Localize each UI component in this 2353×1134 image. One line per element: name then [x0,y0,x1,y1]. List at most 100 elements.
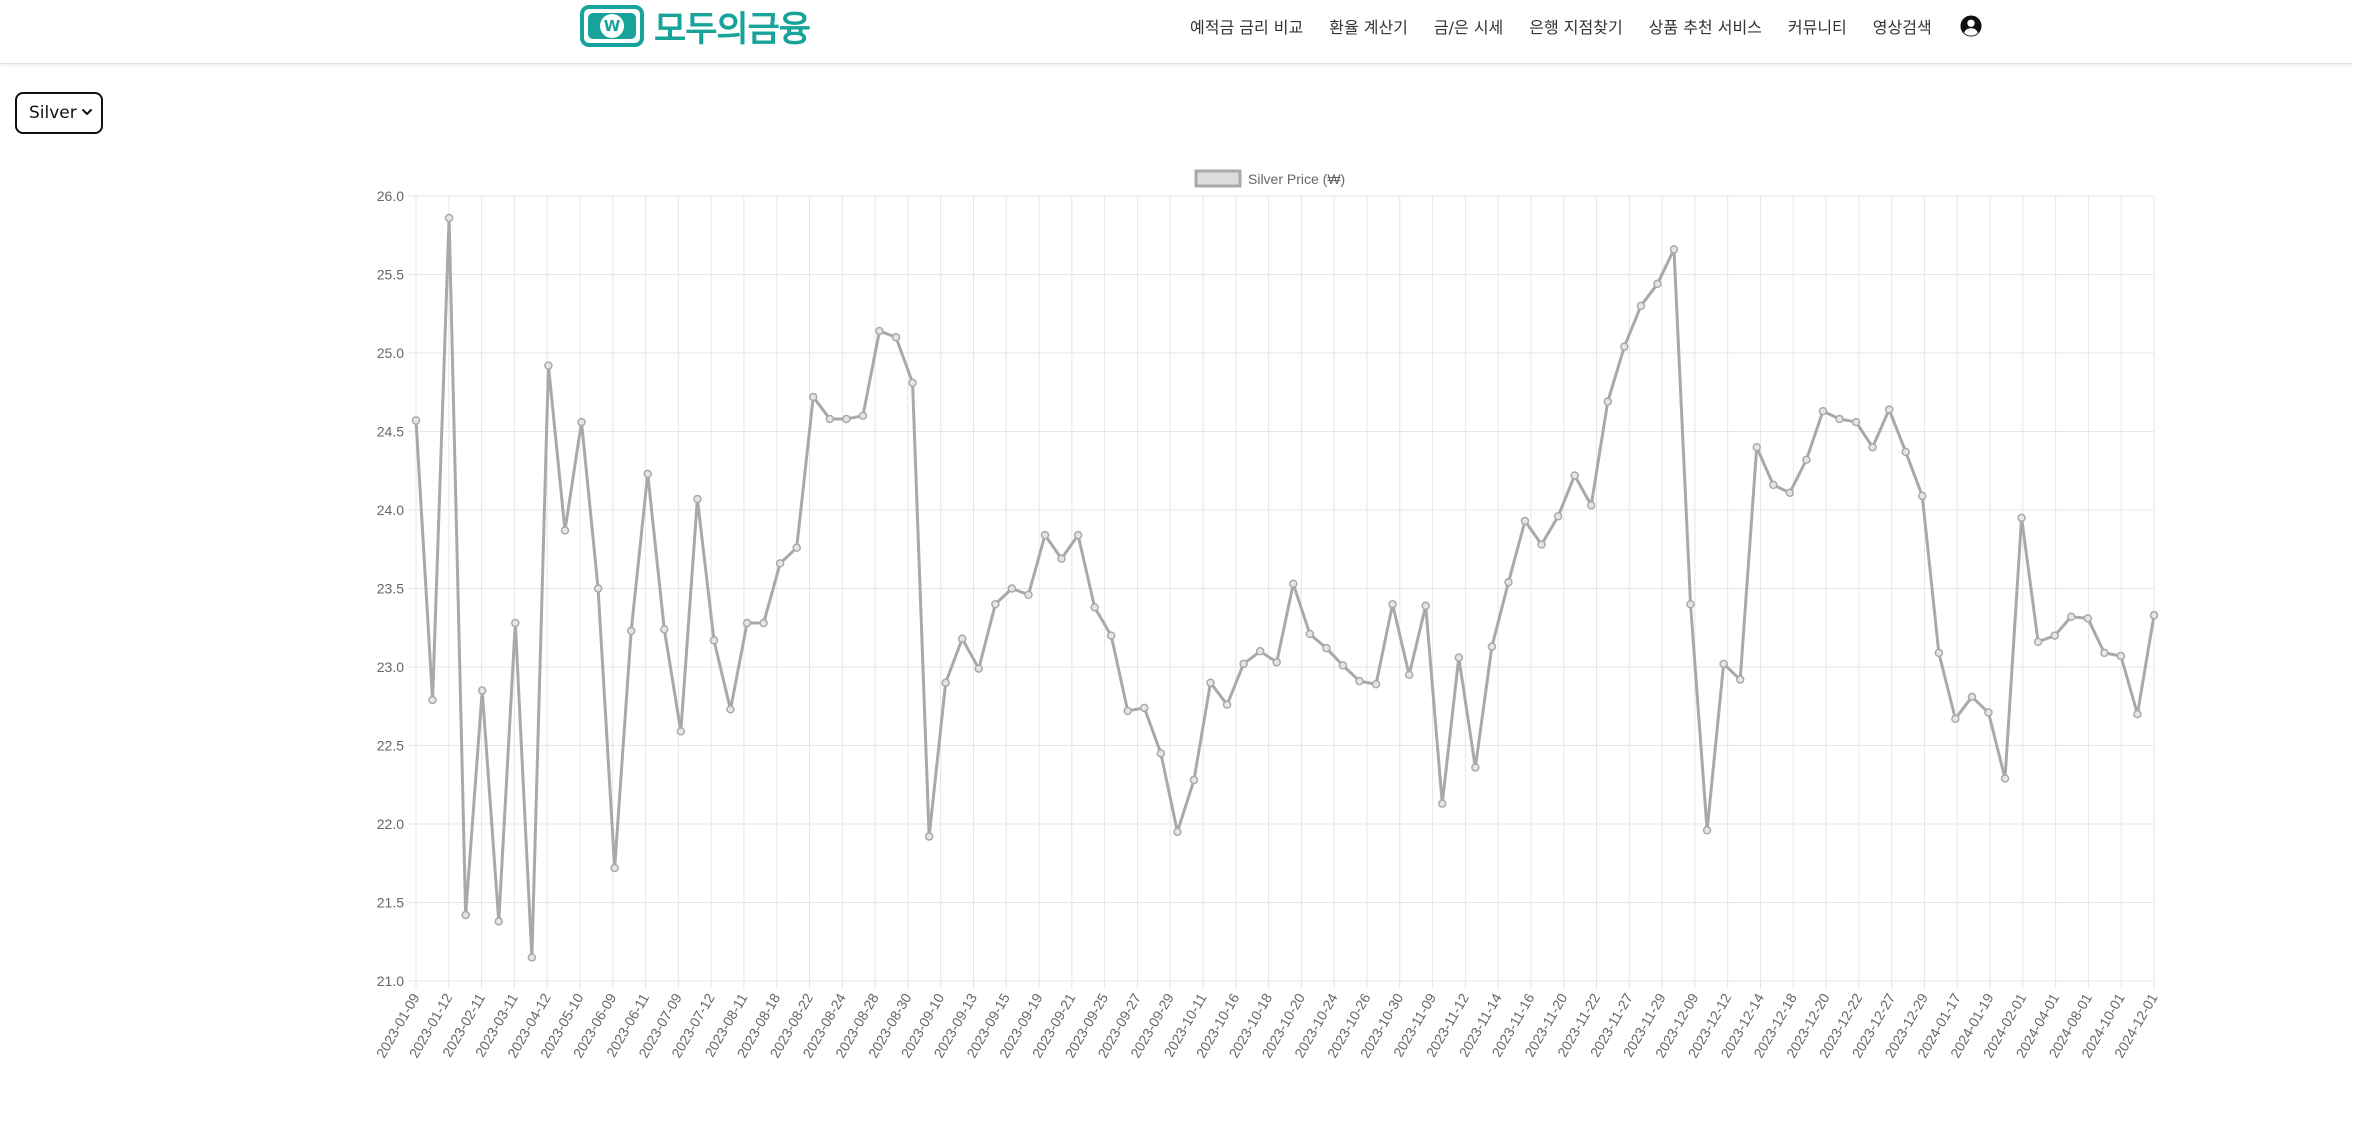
metal-select-dropdown[interactable]: Silver [15,92,103,134]
data-point[interactable] [1437,799,1447,808]
data-point[interactable] [693,494,702,504]
data-point[interactable] [643,469,652,479]
data-point[interactable] [428,695,437,705]
data-point[interactable] [908,378,917,388]
data-point[interactable] [1239,659,1248,669]
data-point[interactable] [1835,414,1844,424]
data-point[interactable] [1206,678,1215,687]
data-point[interactable] [1073,530,1083,540]
data-point[interactable] [1355,676,1364,686]
data-point[interactable] [2116,651,2126,661]
data-point[interactable] [1653,279,1662,289]
data-point[interactable] [2033,637,2043,647]
data-point[interactable] [2133,709,2142,719]
data-point[interactable] [511,618,520,628]
data-point[interactable] [560,526,570,535]
data-point[interactable] [461,910,470,920]
data-point[interactable] [1106,631,1116,640]
data-point[interactable] [1868,442,1877,452]
data-point[interactable] [477,686,487,695]
data-point[interactable] [1040,530,1050,540]
data-point[interactable] [1388,599,1397,609]
data-point[interactable] [544,361,553,370]
data-point[interactable] [842,414,851,424]
user-circle-icon[interactable] [1960,15,1982,37]
data-point[interactable] [924,832,934,841]
data-point[interactable] [1769,480,1778,490]
data-point[interactable] [660,625,669,634]
data-point[interactable] [1951,714,1960,724]
data-point[interactable] [1123,706,1133,716]
data-point[interactable] [809,392,818,402]
data-point[interactable] [2000,774,2010,783]
data-point[interactable] [1454,653,1464,662]
data-point[interactable] [444,213,454,223]
site-logo[interactable]: W 모두의금융 [580,4,811,50]
data-point[interactable] [1702,826,1712,835]
data-point[interactable] [1487,642,1497,651]
data-point[interactable] [1090,603,1099,612]
data-point[interactable] [2066,612,2076,622]
data-point[interactable] [1504,577,1513,587]
legend-swatch[interactable] [1194,169,1242,188]
nav-link-community[interactable]: 커뮤니티 [1787,18,1847,37]
nav-link-bank-branch-finder[interactable]: 은행 지점찾기 [1529,18,1623,37]
data-point[interactable] [858,411,868,421]
data-point[interactable] [941,678,950,687]
data-point[interactable] [1802,455,1811,465]
data-point[interactable] [1785,488,1795,497]
data-point[interactable] [709,636,719,645]
data-point[interactable] [1007,584,1017,593]
data-point[interactable] [1752,442,1761,452]
data-point[interactable] [742,618,752,628]
data-point[interactable] [1289,579,1298,589]
data-point[interactable] [2100,648,2109,658]
data-point[interactable] [1603,397,1613,406]
legend-label[interactable]: Silver Price (₩) [1248,171,1345,187]
data-point[interactable] [1057,554,1066,563]
data-point[interactable] [957,634,967,643]
data-point[interactable] [1272,658,1281,667]
data-point[interactable] [676,727,686,736]
data-point[interactable] [825,414,835,424]
nav-link-gold-silver-prices[interactable]: 금/은 시세 [1433,18,1504,37]
data-point[interactable] [1586,501,1596,510]
data-point[interactable] [1901,447,1910,457]
data-point[interactable] [1404,670,1414,680]
data-point[interactable] [875,326,884,336]
data-point[interactable] [2083,614,2093,623]
data-point[interactable] [1735,675,1745,684]
data-point[interactable] [1173,827,1182,837]
data-point[interactable] [610,863,619,873]
data-point[interactable] [1140,703,1149,713]
data-point[interactable] [1553,512,1563,521]
data-point[interactable] [1156,749,1166,758]
data-point[interactable] [1934,648,1944,658]
data-point[interactable] [1620,342,1629,351]
data-point[interactable] [1371,680,1381,689]
data-point[interactable] [411,416,421,425]
data-point[interactable] [1255,647,1265,656]
data-point[interactable] [1636,301,1646,311]
data-point[interactable] [1669,245,1679,254]
nav-link-video-search[interactable]: 영상검색 [1872,18,1932,37]
data-point[interactable] [1322,643,1331,653]
data-point[interactable] [1851,417,1861,427]
data-point[interactable] [1305,629,1315,639]
data-point[interactable] [527,953,537,962]
data-point[interactable] [1520,516,1530,526]
data-point[interactable] [1421,601,1430,611]
data-point[interactable] [626,626,636,636]
data-point[interactable] [1884,405,1894,414]
data-point[interactable] [2017,513,2026,523]
data-point[interactable] [775,559,785,568]
data-point[interactable] [1189,775,1199,785]
data-point[interactable] [1967,692,1977,702]
nav-link-product-recommend[interactable]: 상품 추천 서비스 [1648,18,1762,37]
data-point[interactable] [1719,659,1728,669]
data-point[interactable] [891,333,901,342]
data-point[interactable] [1818,406,1828,416]
data-point[interactable] [1338,661,1348,670]
data-point[interactable] [1222,700,1232,709]
data-point[interactable] [792,543,801,552]
